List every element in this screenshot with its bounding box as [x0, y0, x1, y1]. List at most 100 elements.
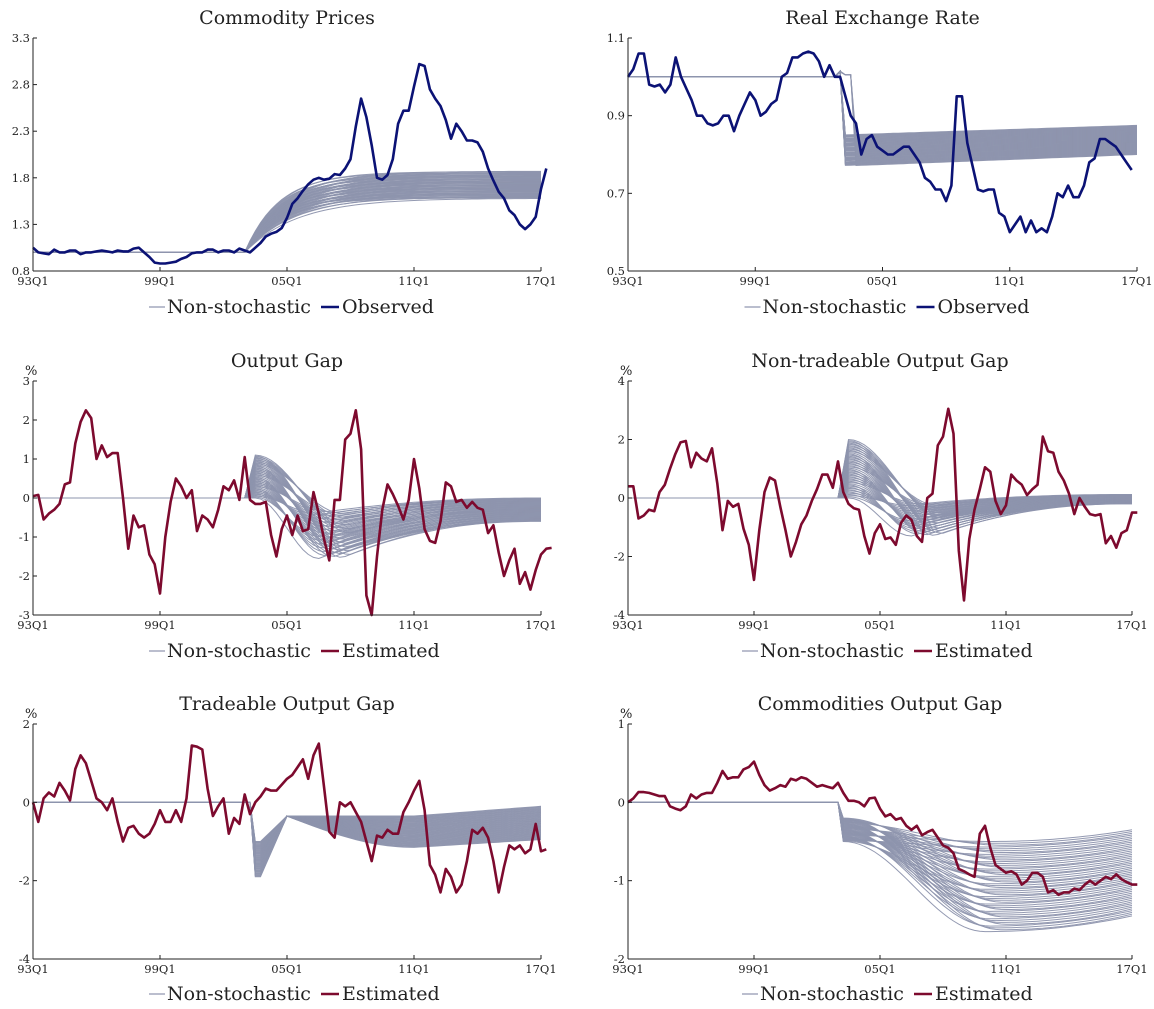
x-tick-label: 05Q1	[271, 618, 302, 632]
x-tick-label: 99Q1	[144, 274, 175, 288]
chart-title: Tradeable Output Gap	[179, 693, 395, 715]
y-tick-label: 0.5	[607, 264, 625, 278]
y-tick-label: 0.7	[607, 186, 625, 200]
panel-non-tradeable-output-gap: Non-tradeable Output Gap% -4 -2 0 2 4 93Q1 99Q1…	[612, 350, 1147, 662]
x-tick-label: 05Q1	[867, 274, 898, 288]
nonstochastic-path	[628, 71, 1138, 138]
y-tick-label: 1.1	[607, 31, 625, 45]
panel-commodities-output-gap: Commodities Output Gap% -2 -1 0 1 93Q1 99Q1 05Q…	[612, 693, 1147, 1005]
x-tick-label: 99Q1	[740, 274, 771, 288]
y-tick-label: -2	[19, 874, 30, 888]
nonstochastic-path	[33, 801, 542, 868]
nonstochastic-path	[628, 801, 1133, 903]
nonstochastic-path	[628, 71, 1138, 137]
panel-output-gap: Output Gap% -3 -2 -1 0 1 2 3 93Q1 99Q1 05Q1 11Q1 17Q…	[17, 350, 556, 662]
x-tick-label: 05Q1	[271, 274, 302, 288]
y-tick-label: -3	[19, 608, 30, 622]
x-tick-label: 17Q1	[1121, 274, 1152, 288]
nonstochastic-path	[628, 801, 1133, 889]
y-tick-label: 3.3	[12, 31, 30, 45]
panel-tradeable-output-gap: Tradeable Output Gap% -4 -2 0 2 93Q1 99Q1 05Q1 1…	[17, 693, 556, 1005]
y-tick-label: 2.3	[12, 124, 30, 138]
panel-commodity-prices: Commodity Prices 0.8 1.3 1.8 2.3 2.8 3.3 93Q1 99…	[12, 7, 557, 318]
y-tick-label: 1	[618, 717, 625, 731]
legend-label-observed: Observed	[342, 296, 434, 318]
y-tick-label: 0	[23, 491, 30, 505]
x-tick-label: 11Q1	[398, 274, 429, 288]
y-tick-label: -1	[614, 874, 625, 888]
legend-label-nonstochastic: Non-stochastic	[167, 640, 311, 662]
estimated-series-line	[628, 407, 1138, 602]
x-tick-label: 11Q1	[398, 618, 429, 632]
legend: Non-stochastic Estimated	[742, 983, 1033, 1005]
estimated-series-line	[627, 760, 1138, 897]
nonstochastic-path	[628, 481, 1132, 505]
legend: Non-stochastic Observed	[149, 296, 434, 318]
y-unit-label: %	[25, 707, 37, 722]
y-unit-label: %	[25, 364, 37, 379]
y-unit-label: %	[620, 364, 632, 379]
chart-title: Real Exchange Rate	[785, 7, 979, 29]
x-tick-label: 93Q1	[17, 274, 48, 288]
x-tick-label: 17Q1	[1116, 962, 1147, 976]
legend-label-estimated: Estimated	[342, 640, 440, 662]
x-tick-label: 93Q1	[612, 274, 643, 288]
y-tick-label: -4	[614, 608, 625, 622]
y-tick-label: 4	[618, 374, 625, 388]
x-tick-label: 17Q1	[525, 962, 556, 976]
legend-label-nonstochastic: Non-stochastic	[763, 296, 907, 318]
estimated-series-line	[32, 409, 552, 617]
legend: Non-stochastic Estimated	[149, 983, 440, 1005]
x-tick-label: 99Q1	[144, 618, 175, 632]
y-tick-label: 2	[23, 413, 30, 427]
x-tick-label: 93Q1	[612, 962, 643, 976]
x-tick-label: 17Q1	[525, 274, 556, 288]
legend-label-nonstochastic: Non-stochastic	[760, 640, 904, 662]
y-tick-label: -4	[19, 952, 30, 966]
y-tick-label: -2	[19, 569, 30, 583]
panel-real-exchange-rate: Real Exchange Rate 0.5 0.7 0.9 1.1 93Q1 99Q1 05…	[607, 7, 1153, 318]
y-tick-label: 0	[618, 491, 625, 505]
estimated-series-line	[31, 742, 547, 894]
nonstochastic-path	[628, 801, 1133, 865]
y-tick-label: 0.9	[607, 109, 625, 123]
x-tick-label: 05Q1	[271, 962, 302, 976]
chart-title: Non-tradeable Output Gap	[751, 350, 1008, 372]
legend-label-estimated: Estimated	[935, 640, 1033, 662]
nonstochastic-path	[628, 71, 1138, 136]
x-tick-label: 11Q1	[990, 618, 1021, 632]
nonstochastic-path	[628, 801, 1133, 923]
chart-title: Commodity Prices	[199, 7, 375, 29]
y-tick-label: -2	[614, 550, 625, 564]
x-tick-label: 99Q1	[738, 618, 769, 632]
legend-label-estimated: Estimated	[342, 983, 440, 1005]
x-tick-label: 05Q1	[864, 618, 895, 632]
y-tick-label: 0	[23, 795, 30, 809]
y-tick-label: 0.8	[12, 264, 30, 278]
legend: Non-stochastic Estimated	[742, 640, 1033, 662]
legend: Non-stochastic Observed	[744, 296, 1030, 318]
x-tick-label: 93Q1	[17, 962, 48, 976]
y-tick-label: -1	[19, 530, 30, 544]
legend-label-observed: Observed	[938, 296, 1030, 318]
y-tick-label: 2	[23, 717, 30, 731]
nonstochastic-path	[628, 71, 1138, 138]
x-tick-label: 93Q1	[612, 618, 643, 632]
x-tick-label: 99Q1	[738, 962, 769, 976]
nonstochastic-path	[628, 801, 1133, 842]
x-tick-label: 17Q1	[1116, 618, 1147, 632]
y-tick-label: 1.8	[12, 171, 30, 185]
x-tick-label: 99Q1	[144, 962, 175, 976]
x-tick-label: 11Q1	[398, 962, 429, 976]
y-tick-label: 0	[618, 795, 625, 809]
legend-label-nonstochastic: Non-stochastic	[167, 296, 311, 318]
y-tick-label: 2	[618, 433, 625, 447]
y-tick-label: 1.3	[12, 217, 30, 231]
x-tick-label: 17Q1	[525, 618, 556, 632]
x-tick-label: 93Q1	[17, 618, 48, 632]
legend-label-nonstochastic: Non-stochastic	[167, 983, 311, 1005]
x-tick-label: 05Q1	[864, 962, 895, 976]
y-tick-label: 1	[23, 452, 30, 466]
y-tick-label: 2.8	[12, 78, 30, 92]
